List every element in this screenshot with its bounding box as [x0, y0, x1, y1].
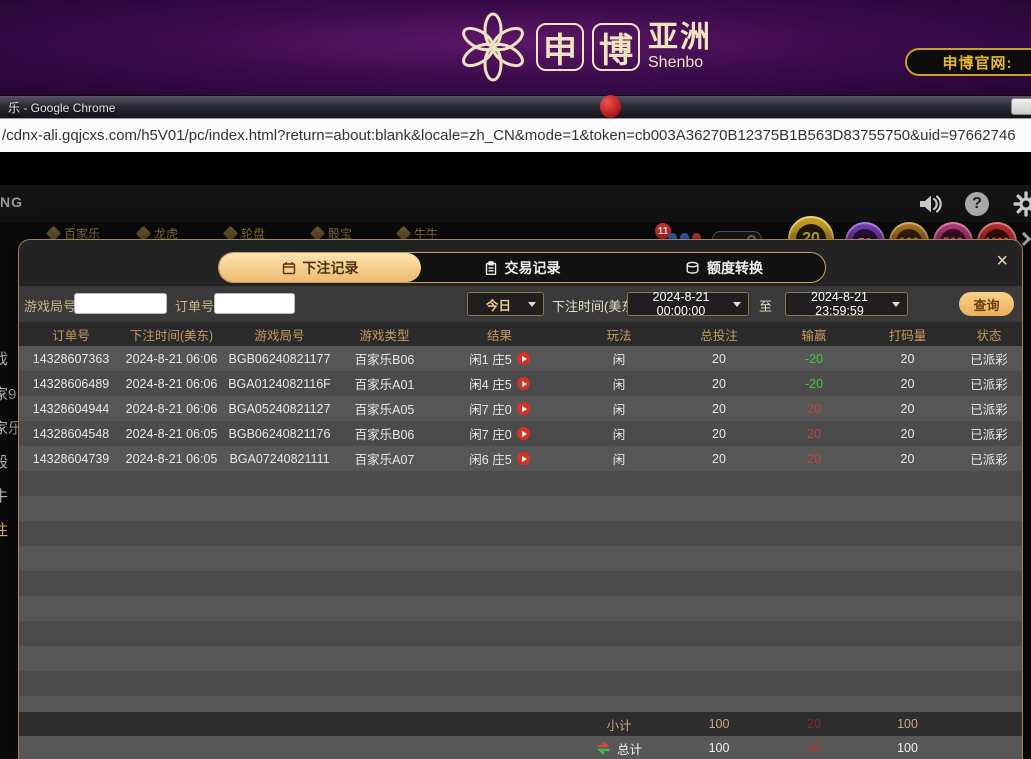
lobby-nav-sicbo[interactable]: 骰宝 — [309, 225, 352, 242]
game-topbar-icons: ? — [917, 191, 1031, 217]
help-icon[interactable]: ? — [965, 192, 989, 216]
official-site-button[interactable]: 申博官网: — [905, 48, 1031, 76]
table-header-row: 订单号 下注时间(美东) 游戏局号 游戏类型 结果 玩法 总投注 输赢 打码量 … — [19, 322, 1022, 346]
empty-rows-area — [19, 471, 1022, 712]
sidebar-fragment: 家9 — [0, 386, 17, 403]
chevron-down-icon — [892, 301, 900, 307]
sidebar-fragment: 家乐 — [0, 420, 24, 437]
swap-icon — [597, 741, 610, 755]
chevron-down-icon — [733, 301, 741, 307]
logo-region-en: Shenbo — [648, 54, 704, 71]
site-header: 申 博 亚洲 Shenbo 申博官网: — [0, 0, 1031, 96]
replay-icon[interactable] — [516, 402, 530, 415]
replay-icon[interactable] — [516, 352, 530, 365]
window-control-button[interactable] — [1011, 98, 1031, 115]
subtotal-row: 小计 100 20 100 — [19, 712, 1022, 736]
modal-header: 下注记录 交易记录 — [19, 240, 1022, 286]
chrome-urlbar[interactable]: /cdnx-ali.gqjcxs.com/h5V01/pc/index.html… — [0, 118, 1031, 152]
status-badge: 已派彩 — [970, 453, 1008, 467]
coins-transfer-icon — [686, 261, 699, 274]
lobby-nav-baccarat[interactable]: 百家乐 — [45, 225, 100, 242]
logo-region: 亚洲 Shenbo — [648, 23, 712, 71]
clipboard-icon — [485, 260, 496, 275]
winloss-value: -20 — [804, 376, 824, 391]
table-row[interactable]: 14328606489 2024-8-21 06:06 BGA012408211… — [19, 371, 1022, 396]
winloss-value: 20 — [807, 401, 821, 416]
status-badge: 已派彩 — [970, 353, 1008, 367]
filter-bar: 游戏局号 订单号 今日 下注时间(美东) 2024-8-21 00:00:00 … — [19, 286, 1022, 322]
bet-records-modal: 下注记录 交易记录 — [18, 239, 1023, 759]
date-from-select[interactable]: 2024-8-21 00:00:00 — [627, 290, 749, 318]
sidebar-fragment: 注 — [0, 522, 9, 539]
game-logo-fragment: NG — [0, 194, 23, 210]
bet-time-label: 下注时间(美东) — [552, 299, 639, 314]
tab-credit-transfer[interactable]: 额度转换 — [623, 253, 825, 282]
winloss-value: 20 — [807, 426, 821, 441]
window-title: 乐 - Google Chrome — [8, 101, 116, 115]
order-input[interactable] — [214, 293, 295, 314]
logo-char-bo: 博 — [592, 23, 640, 71]
total-label: 总计 — [616, 742, 642, 757]
lobby-nav-roulette[interactable]: 轮盘 — [222, 225, 265, 242]
subtotal-label: 小计 — [606, 718, 632, 733]
roadmap-dot — [692, 233, 701, 242]
logo-region-cn: 亚洲 — [648, 21, 712, 54]
tab-bet-records[interactable]: 下注记录 — [219, 253, 421, 282]
lobby-nav-dragon-tiger[interactable]: 龙虎 — [135, 225, 178, 242]
close-icon[interactable]: × — [996, 250, 1008, 272]
tab-transaction-records[interactable]: 交易记录 — [421, 253, 623, 282]
sound-icon[interactable] — [917, 192, 943, 216]
total-row: 总计 100 20 100 — [19, 736, 1022, 759]
replay-icon[interactable] — [516, 377, 530, 390]
divider-strip — [0, 152, 1031, 185]
red-ornament — [600, 95, 621, 118]
calendar-icon — [282, 261, 295, 274]
chrome-titlebar[interactable]: 乐 - Google Chrome — [0, 96, 1031, 118]
chevron-down-icon — [528, 301, 536, 307]
date-to-select[interactable]: 2024-8-21 23:59:59 — [785, 290, 908, 318]
table-row[interactable]: 14328604944 2024-8-21 06:06 BGA052408211… — [19, 396, 1022, 421]
search-button[interactable]: 查询 — [959, 292, 1014, 316]
winloss-value: -20 — [804, 351, 824, 366]
game-topbar: NG ? — [0, 185, 1031, 222]
site-logo: 申 博 亚洲 Shenbo — [458, 6, 712, 88]
order-label: 订单号 — [175, 299, 215, 314]
roadmap-dot — [668, 233, 677, 242]
sidebar-fragment: 骰 — [0, 454, 9, 471]
replay-icon[interactable] — [516, 427, 530, 440]
flower-logo-icon — [462, 12, 524, 82]
lobby-nav-bull[interactable]: 牛牛 — [395, 225, 438, 242]
logo-char-shen: 申 — [536, 23, 584, 71]
table-row[interactable]: 14328604739 2024-8-21 06:05 BGA072408211… — [19, 446, 1022, 471]
date-range-select[interactable]: 今日 — [467, 292, 544, 316]
settings-gear-icon[interactable] — [1011, 191, 1031, 217]
status-badge: 已派彩 — [970, 428, 1008, 442]
sidebar-fragment: 牛 — [0, 488, 9, 505]
table-row[interactable]: 14328607363 2024-8-21 06:06 BGB062408211… — [19, 346, 1022, 371]
sidebar-fragment: 戏 — [0, 351, 9, 368]
to-label: 至 — [759, 299, 773, 314]
game-round-input[interactable] — [74, 293, 167, 314]
replay-icon[interactable] — [516, 452, 530, 465]
status-badge: 已派彩 — [970, 378, 1008, 392]
notification-badge: 11 — [655, 223, 671, 239]
roadmap-dot — [680, 233, 689, 242]
winloss-value: 20 — [807, 451, 821, 466]
status-badge: 已派彩 — [970, 403, 1008, 417]
table-row[interactable]: 14328604548 2024-8-21 06:05 BGB062408211… — [19, 421, 1022, 446]
modal-tabbar: 下注记录 交易记录 — [218, 252, 826, 283]
url-text[interactable]: /cdnx-ali.gqjcxs.com/h5V01/pc/index.html… — [2, 127, 1016, 144]
game-round-label: 游戏局号 — [24, 299, 77, 314]
